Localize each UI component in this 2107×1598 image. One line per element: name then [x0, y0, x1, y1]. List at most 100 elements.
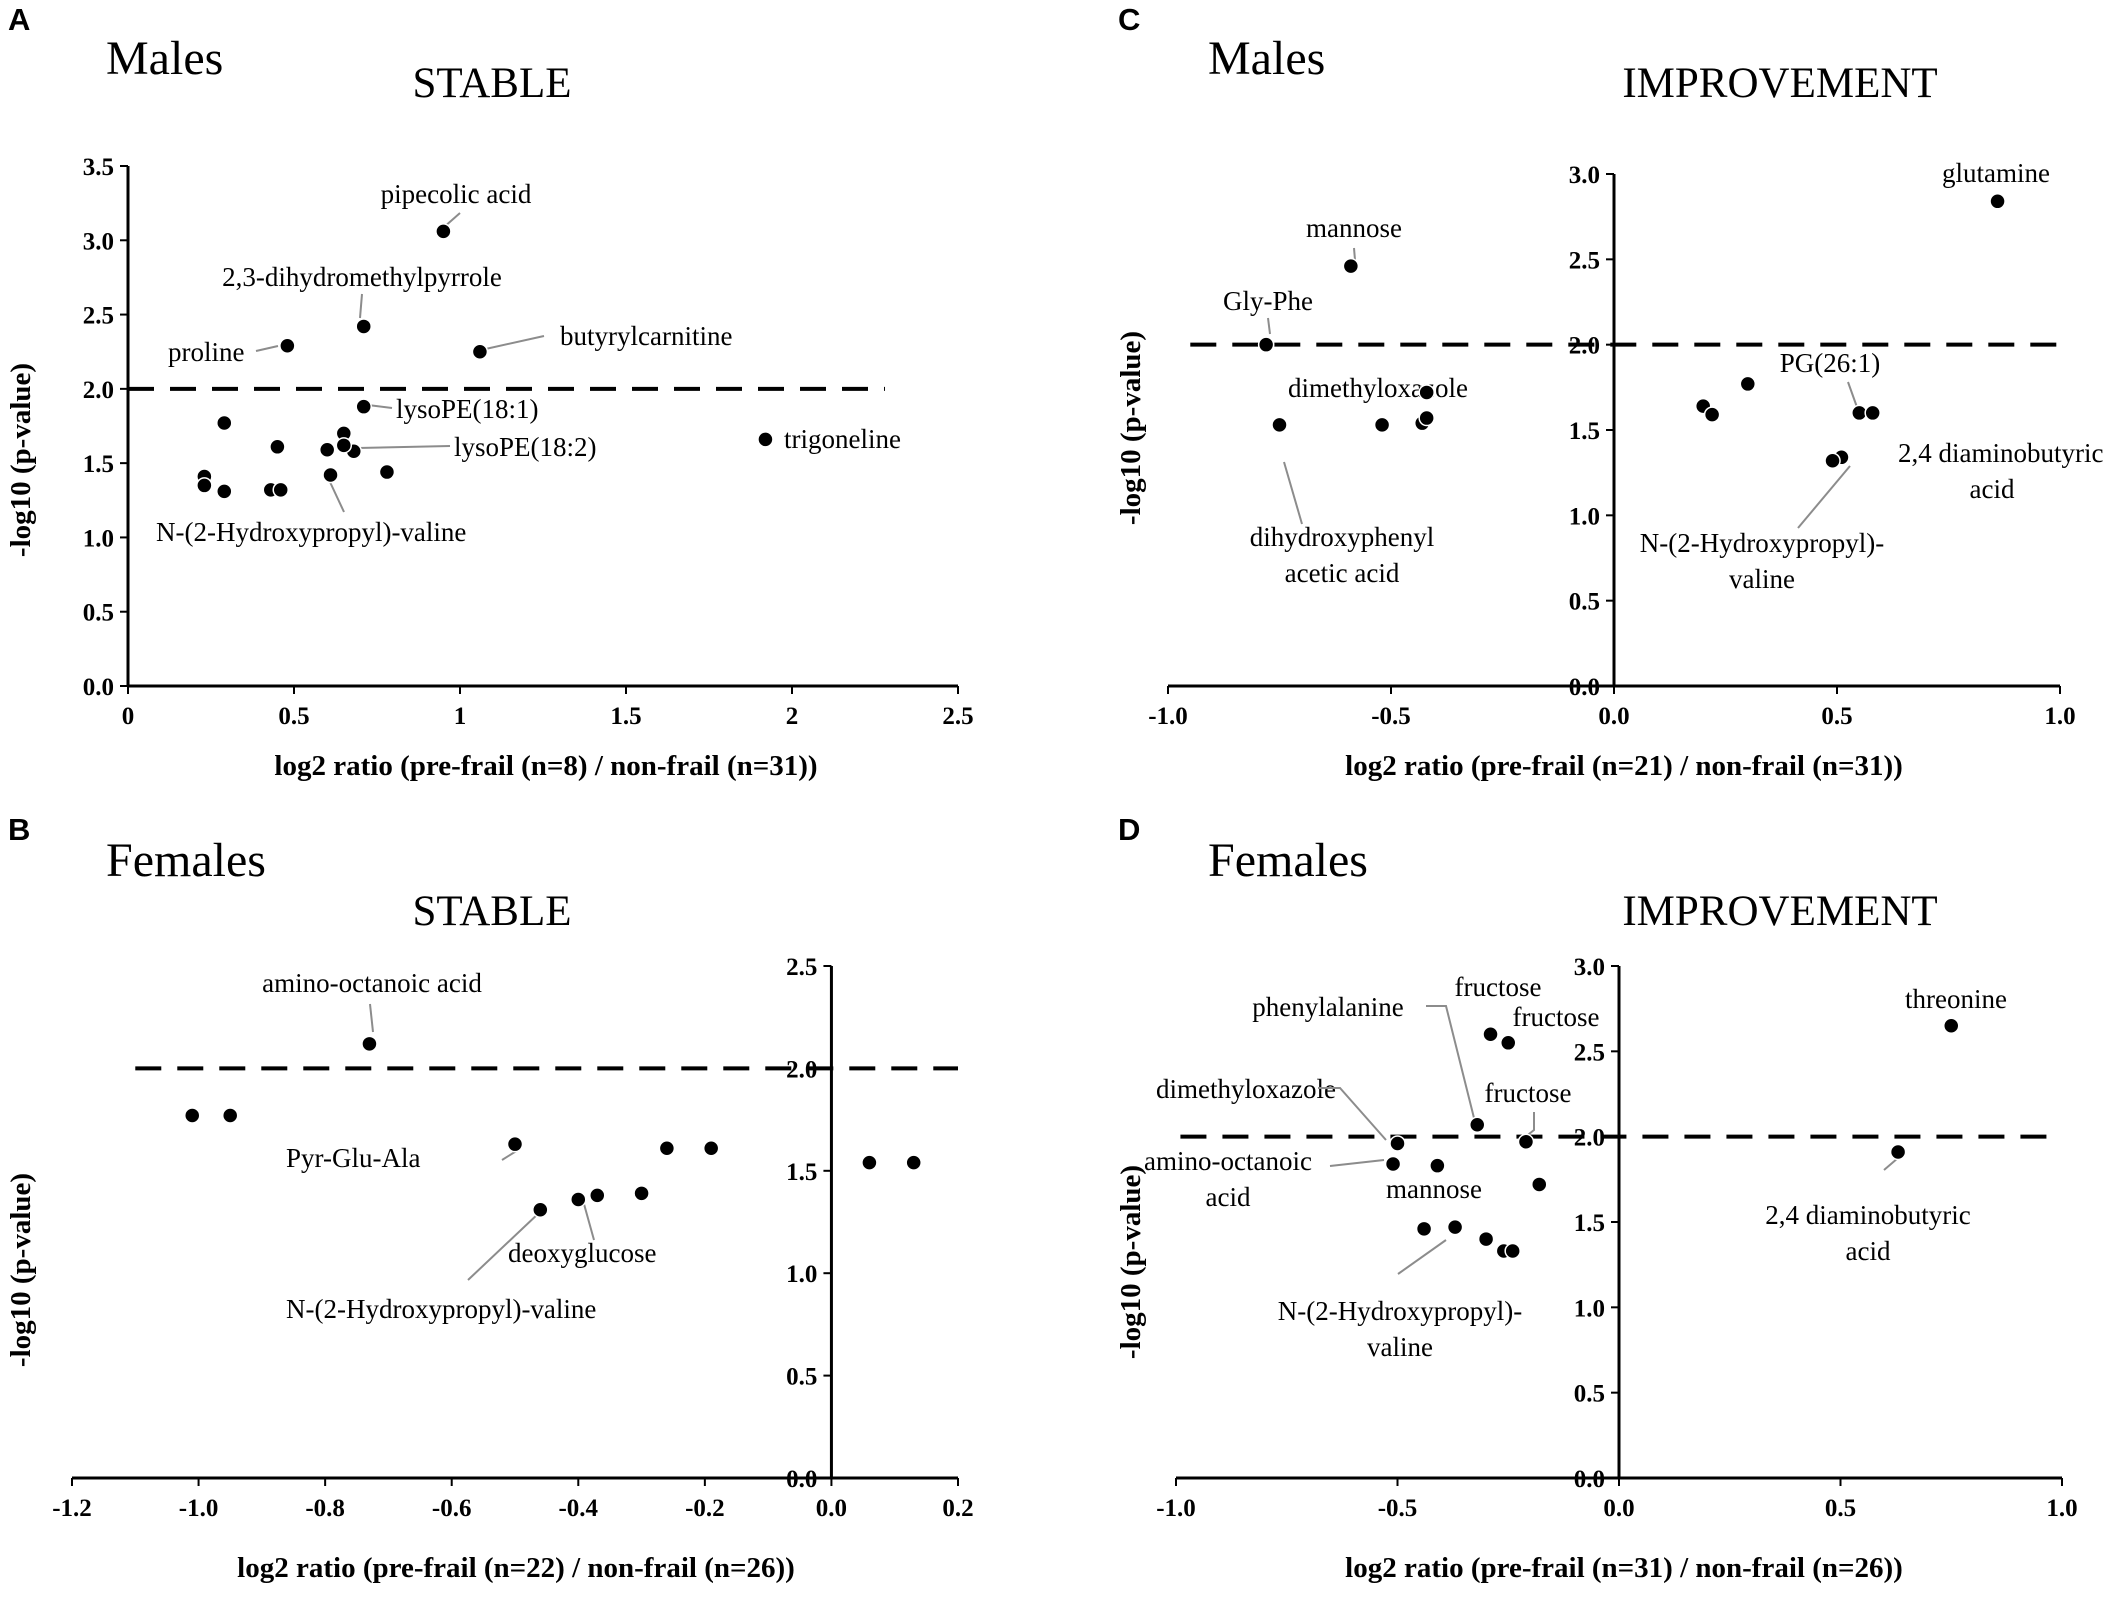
- panel-c-data-point: [1703, 406, 1721, 423]
- panel-d-point-fructose: [1517, 1133, 1535, 1151]
- panel-c-y-origin-label: 0.0: [1569, 674, 1600, 701]
- panel-b-y-tick-label: 1.5: [786, 1159, 817, 1186]
- annot-gly-phe: Gly-Phe: [1223, 286, 1313, 316]
- panel-b-x-tick-label: -0.4: [558, 1495, 598, 1522]
- leader-line: [1426, 1005, 1477, 1127]
- leader-line: [359, 293, 363, 319]
- leader-line: [1283, 461, 1303, 525]
- annot-threonine: threonine: [1905, 984, 2007, 1014]
- panel-b-point-amino-octanoic-acid: [361, 1035, 378, 1053]
- panel-a-point-proline: [279, 337, 296, 355]
- leader-line: [369, 1003, 374, 1033]
- annot-dimethyloxazole: dimethyloxazole: [1156, 1074, 1336, 1104]
- panel-a-data-point: [216, 483, 233, 500]
- annot-lysope-18-2: lysoPE(18:2): [454, 432, 597, 462]
- annot-diaminobutyric-acid: acid: [1970, 474, 2015, 504]
- panel-a-data-point: [269, 438, 286, 456]
- panel-a-y-tick-label: 1.5: [83, 451, 114, 478]
- panel-c-x-tick-label: 0.0: [1598, 703, 1629, 730]
- annot-pyr-glu-ala: Pyr-Glu-Ala: [286, 1143, 420, 1173]
- panel-a-title: STABLE: [412, 60, 571, 107]
- panel-b-x-tick-label: -1.2: [52, 1495, 92, 1522]
- annot-amino-octanoic-acid: amino-octanoic acid: [262, 968, 482, 998]
- panel-d-y-axis-label: -log10 (p-value): [1115, 1165, 1147, 1359]
- annot-amino-octanoic: amino-octanoic: [1144, 1146, 1312, 1176]
- annot-trigoneline: trigoneline: [784, 424, 901, 454]
- panel-b-group-label: Females: [106, 834, 266, 887]
- panel-d-title: IMPROVEMENT: [1622, 888, 1937, 935]
- panel-b-title: STABLE: [412, 888, 571, 935]
- panel-a-y-tick-label: 0.0: [83, 674, 114, 701]
- panel-letter-b: B: [8, 812, 30, 847]
- panel-c-x-axis-label: log2 ratio (pre-frail (n=21) / non-frail…: [1345, 750, 1903, 782]
- panel-c-x-tick-label: 0.5: [1821, 703, 1852, 730]
- panel-c-point-dihydroxyphenyl-acetic-acid: [1271, 416, 1288, 434]
- annot-lysope-18-1: lysoPE(18:1): [396, 394, 539, 424]
- panel-d-y-tick-label: 0.5: [1574, 1381, 1605, 1408]
- panel-b-point-n-2-hydroxypropyl-valine: [532, 1201, 549, 1218]
- panel-a-point-lysope-18-1: [355, 398, 372, 415]
- panel-a-y-tick-label: 2.5: [83, 303, 114, 330]
- annot-n-hydroxypropyl-valine: N-(2-Hydroxypropyl)-valine: [286, 1294, 596, 1324]
- panel-a-point-2-3-dihydromethylpyrrole: [355, 318, 372, 335]
- panel-d-y-tick-label: 3.0: [1574, 954, 1605, 981]
- panel-d-group-label: Females: [1208, 834, 1368, 887]
- panel-c-data-point: [1864, 404, 1881, 422]
- annot-n-hydroxypropyl-valine: N-(2-Hydroxypropyl)-valine: [156, 517, 466, 547]
- panel-a-x-tick-label: 2: [786, 703, 799, 730]
- panel-a-data-point: [335, 437, 353, 454]
- panel-d-y-tick-label: 1.5: [1574, 1210, 1605, 1237]
- annot-proline: proline: [168, 337, 244, 367]
- panel-a-y-tick-label: 1.0: [83, 525, 114, 552]
- leader-line: [1797, 465, 1851, 529]
- panel-b-data-point: [183, 1107, 201, 1124]
- panel-d-x-tick-label: -1.0: [1156, 1495, 1196, 1522]
- panel-a-annotations: pipecolic acid 2,3-dihydromethylpyrrole …: [156, 179, 901, 547]
- panel-a-y-tick-label: 0.5: [83, 600, 114, 627]
- panel-c-point-mannose: [1342, 257, 1360, 275]
- panel-a-y-tick-label: 3.5: [83, 154, 114, 181]
- leader-line: [467, 1211, 541, 1281]
- annot-mannose: mannose: [1306, 213, 1402, 243]
- panel-d-x-tick-label: 1.0: [2046, 1495, 2077, 1522]
- panel-d-y-tick-label: 2.5: [1574, 1039, 1605, 1066]
- panel-c-point-gly-phe: [1257, 336, 1275, 353]
- panel-d-x-tick-label: -0.5: [1378, 1495, 1418, 1522]
- annot-amino-octanoic-acid: acid: [1206, 1182, 1251, 1212]
- panel-a-data-point: [318, 441, 336, 459]
- panel-b-x-tick-label: -0.6: [432, 1495, 472, 1522]
- panel-b-annotations: amino-octanoic acid Pyr-Glu-Ala deoxyglu…: [262, 968, 656, 1324]
- panel-d-y-origin-label: 0.0: [1574, 1466, 1605, 1493]
- panel-b-x-tick-label: -1.0: [179, 1495, 219, 1522]
- panel-d-point-amino-octanoic-acid: [1384, 1155, 1402, 1173]
- panel-a-data-point: [196, 477, 213, 494]
- panel-d-point-fructose: [1482, 1026, 1499, 1043]
- leader-line: [1329, 1159, 1385, 1167]
- panel-c-point-n-2-hydroxypropyl-valine: [1824, 452, 1841, 469]
- annot-dihydroxyphenyl: dihydroxyphenyl: [1250, 522, 1434, 552]
- annot-butyrylcarnitine: butyrylcarnitine: [560, 321, 732, 351]
- leader-line: [1318, 1087, 1387, 1141]
- annot-valine: valine: [1367, 1332, 1433, 1362]
- panel-b-y-tick-label: 2.5: [786, 954, 817, 981]
- panel-c-data-point: [1373, 416, 1391, 434]
- panel-a-group-label: Males: [106, 32, 223, 85]
- panel-a-y-tick-label: 2.0: [83, 377, 114, 404]
- annot-n-hydroxypropyl: N-(2-Hydroxypropyl)-: [1278, 1296, 1522, 1326]
- panel-c-data-point: [1418, 409, 1435, 427]
- panel-d-data-point: [1531, 1176, 1548, 1193]
- panel-c-point-glutamine: [1989, 193, 2006, 210]
- leader-line: [1397, 1239, 1447, 1275]
- panel-d-point-dimethyloxazole: [1389, 1135, 1406, 1152]
- panel-b-x-tick-label: 0.2: [942, 1495, 973, 1522]
- panel-a-point-trigoneline: [757, 431, 774, 448]
- panel-d-x-tick-label: 0.5: [1825, 1495, 1856, 1522]
- panel-c-data-point: [1739, 375, 1757, 393]
- panel-d-x-axis-label: log2 ratio (pre-frail (n=31) / non-frail…: [1345, 1552, 1903, 1584]
- panel-a-point-butyrylcarnitine: [471, 343, 489, 360]
- panel-a-x-tick-label: 1: [454, 703, 467, 730]
- panel-c-point-dimethyloxazole: [1418, 384, 1435, 401]
- panel-b-data-point: [702, 1140, 720, 1157]
- panel-b-y-origin-label: 0.0: [786, 1466, 817, 1493]
- panel-letter-d: D: [1118, 812, 1140, 847]
